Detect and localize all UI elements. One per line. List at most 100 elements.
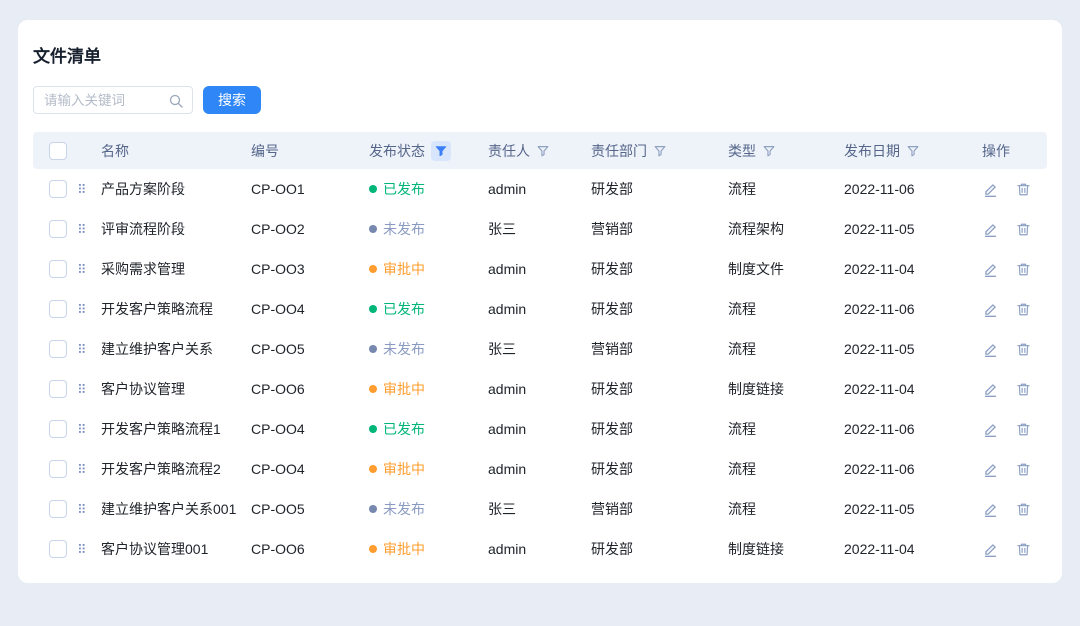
table-row: ⠿ 开发客户策略流程 CP-OO4 已发布 admin 研发部 流程 2022-… [33,289,1047,329]
drag-handle-icon[interactable]: ⠿ [77,421,87,437]
department: 研发部 [591,181,633,197]
trash-icon[interactable] [1015,301,1032,318]
trash-icon[interactable] [1015,461,1032,478]
table-row: ⠿ 开发客户策略流程2 CP-OO4 审批中 admin 研发部 流程 2022… [33,449,1047,489]
department: 营销部 [591,341,633,357]
edit-pencil-icon[interactable] [982,381,999,398]
column-header-name: 名称 [101,141,251,161]
trash-icon[interactable] [1015,341,1032,358]
status-label: 未发布 [383,221,425,237]
publish-date: 2022-11-06 [844,301,915,317]
search-icon [168,93,184,109]
funnel-icon[interactable] [653,144,667,158]
drag-handle-icon[interactable]: ⠿ [77,221,87,237]
owner: admin [488,461,527,477]
status-label: 未发布 [383,501,425,517]
publish-date: 2022-11-05 [844,221,915,237]
header-check-cell [33,141,77,160]
department: 研发部 [591,541,633,557]
edit-pencil-icon[interactable] [982,221,999,238]
drag-handle-icon[interactable]: ⠿ [77,381,87,397]
search-input[interactable] [34,87,192,113]
trash-icon[interactable] [1015,381,1032,398]
row-checkbox[interactable] [49,180,67,198]
status-dot [369,265,377,273]
trash-icon[interactable] [1015,421,1032,438]
column-label: 发布日期 [844,142,900,159]
edit-pencil-icon[interactable] [982,501,999,518]
row-checkbox[interactable] [49,220,67,238]
drag-handle-icon[interactable]: ⠿ [77,461,87,477]
status-label: 审批中 [383,541,425,557]
file-name: 客户协议管理 [101,381,185,397]
edit-pencil-icon[interactable] [982,421,999,438]
column-label: 发布状态 [369,142,425,159]
column-header-date: 发布日期 [844,141,982,161]
table-body: ⠿ 产品方案阶段 CP-OO1 已发布 admin 研发部 流程 2022-11… [33,169,1047,569]
file-code: CP-OO5 [251,501,305,517]
drag-handle-icon[interactable]: ⠿ [77,261,87,277]
file-code: CP-OO4 [251,461,305,477]
funnel-icon[interactable] [536,144,550,158]
edit-pencil-icon[interactable] [982,461,999,478]
publish-date: 2022-11-04 [844,541,915,557]
trash-icon[interactable] [1015,261,1032,278]
status-dot [369,505,377,513]
drag-handle-icon[interactable]: ⠿ [77,541,87,557]
column-label: 责任部门 [591,142,647,159]
status-label: 审批中 [383,261,425,277]
row-checkbox[interactable] [49,460,67,478]
row-checkbox[interactable] [49,540,67,558]
funnel-icon-active[interactable] [431,140,451,161]
column-label: 名称 [101,142,129,159]
column-header-type: 类型 [728,141,844,161]
edit-pencil-icon[interactable] [982,301,999,318]
trash-icon[interactable] [1015,181,1032,198]
row-checkbox[interactable] [49,300,67,318]
file-name: 开发客户策略流程1 [101,421,221,437]
drag-handle-icon[interactable]: ⠿ [77,341,87,357]
select-all-checkbox[interactable] [49,141,67,160]
trash-icon[interactable] [1015,221,1032,238]
file-list-panel: 文件清单 搜索 名称 编号 发布状态 [18,20,1062,583]
funnel-icon[interactable] [906,144,920,158]
file-name: 建立维护客户关系001 [101,501,237,517]
file-type: 流程 [728,341,756,357]
trash-icon[interactable] [1015,541,1032,558]
owner: admin [488,541,527,557]
status-label: 已发布 [383,301,425,317]
status-dot [369,345,377,353]
drag-handle-icon[interactable]: ⠿ [77,181,87,197]
drag-handle-icon[interactable]: ⠿ [77,301,87,317]
file-code: CP-OO3 [251,261,305,277]
edit-pencil-icon[interactable] [982,541,999,558]
edit-pencil-icon[interactable] [982,341,999,358]
publish-date: 2022-11-05 [844,501,915,517]
status-dot [369,225,377,233]
search-button[interactable]: 搜索 [203,86,261,114]
status-dot [369,305,377,313]
file-name: 客户协议管理001 [101,541,209,557]
drag-handle-icon[interactable]: ⠿ [77,501,87,517]
row-checkbox[interactable] [49,380,67,398]
status-dot [369,545,377,553]
column-label: 编号 [251,142,279,159]
column-header-owner: 责任人 [488,141,591,161]
trash-icon[interactable] [1015,501,1032,518]
row-checkbox[interactable] [49,500,67,518]
edit-pencil-icon[interactable] [982,181,999,198]
file-code: CP-OO1 [251,181,305,197]
department: 营销部 [591,501,633,517]
publish-date: 2022-11-06 [844,461,915,477]
publish-date: 2022-11-05 [844,341,915,357]
row-checkbox[interactable] [49,340,67,358]
row-checkbox[interactable] [49,260,67,278]
row-checkbox[interactable] [49,420,67,438]
file-type: 流程 [728,421,756,437]
edit-pencil-icon[interactable] [982,261,999,278]
file-type: 流程 [728,501,756,517]
funnel-icon[interactable] [762,144,776,158]
department: 研发部 [591,461,633,477]
publish-date: 2022-11-06 [844,181,915,197]
status-dot [369,385,377,393]
